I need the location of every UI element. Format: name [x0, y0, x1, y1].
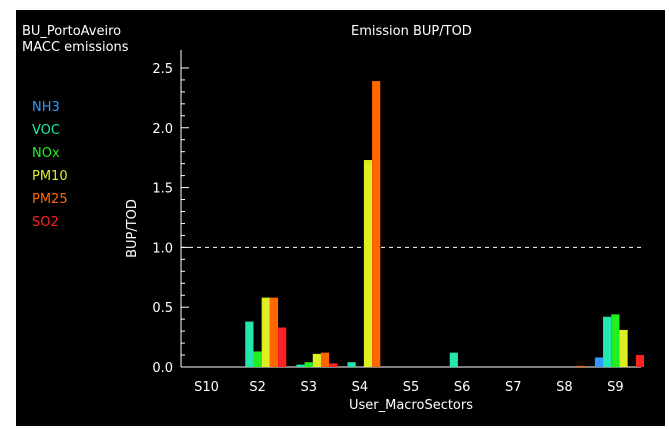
- bar-s2-nox: [253, 351, 262, 367]
- y-tick-label: 1.0: [152, 241, 173, 256]
- legend-item-nox: NOx: [32, 146, 60, 161]
- chart-frame: BU_PortoAveiro MACC emissions Emission B…: [16, 10, 665, 426]
- bar-s8-pm25: [576, 365, 585, 367]
- bar-s3-pm10: [312, 353, 321, 367]
- x-tick-label: S7: [505, 380, 522, 395]
- bar-s3-voc: [296, 364, 305, 367]
- bar-s9-nox: [611, 314, 620, 367]
- x-tick-label: S8: [556, 380, 573, 395]
- bar-s3-so2: [329, 363, 338, 367]
- legend-item-so2: SO2: [32, 215, 59, 230]
- y-tick-label: 0.5: [152, 301, 173, 316]
- bar-s6-voc: [449, 352, 458, 367]
- bar-chart: 0.0 0.5 1.0 1.5 2.0 2.5 S10 S2 S3 S4 S5 S6 S7 S8 S9 Use…: [125, 50, 645, 413]
- dataset-label: MACC emissions: [22, 40, 129, 55]
- y-tick-label: 2.0: [152, 122, 173, 137]
- bar-s9-nh3: [594, 357, 604, 367]
- bar-s2-pm25: [269, 297, 279, 367]
- x-tick-label: S5: [403, 380, 420, 395]
- bar-s2-pm10: [261, 297, 270, 367]
- bar-s9-pm10: [619, 329, 628, 367]
- bar-s2-voc: [245, 321, 254, 367]
- legend-item-pm10: PM10: [32, 169, 68, 184]
- bar-s4-pm10: [363, 160, 373, 367]
- legend-item-pm25: PM25: [32, 192, 68, 207]
- bar-s4-pm25: [372, 81, 381, 368]
- y-axis-label: BUP/TOD: [125, 199, 140, 258]
- x-tick-label: S10: [194, 380, 219, 395]
- bar-s4-voc: [347, 362, 356, 367]
- y-tick-label: 2.5: [152, 62, 173, 77]
- x-tick-label: S4: [352, 380, 369, 395]
- x-tick-label: S9: [607, 380, 624, 395]
- bar-s3-nox: [304, 362, 313, 367]
- bar-s3-pm25: [320, 352, 330, 367]
- chart-title: Emission BUP/TOD: [351, 24, 472, 39]
- y-tick-label: 1.5: [152, 182, 173, 197]
- bar-s9-voc: [603, 316, 612, 367]
- legend-item-nh3: NH3: [32, 100, 60, 115]
- location-label: BU_PortoAveiro: [22, 24, 122, 39]
- x-axis-label: User_MacroSectors: [349, 398, 473, 413]
- bar-s9-so2: [635, 355, 645, 367]
- x-tick-label: S2: [249, 380, 266, 395]
- x-tick-label: S3: [301, 380, 318, 395]
- x-tick-label: S6: [454, 380, 471, 395]
- legend-item-voc: VOC: [32, 123, 60, 138]
- bar-s2-so2: [278, 327, 287, 367]
- y-tick-label: 0.0: [152, 361, 173, 376]
